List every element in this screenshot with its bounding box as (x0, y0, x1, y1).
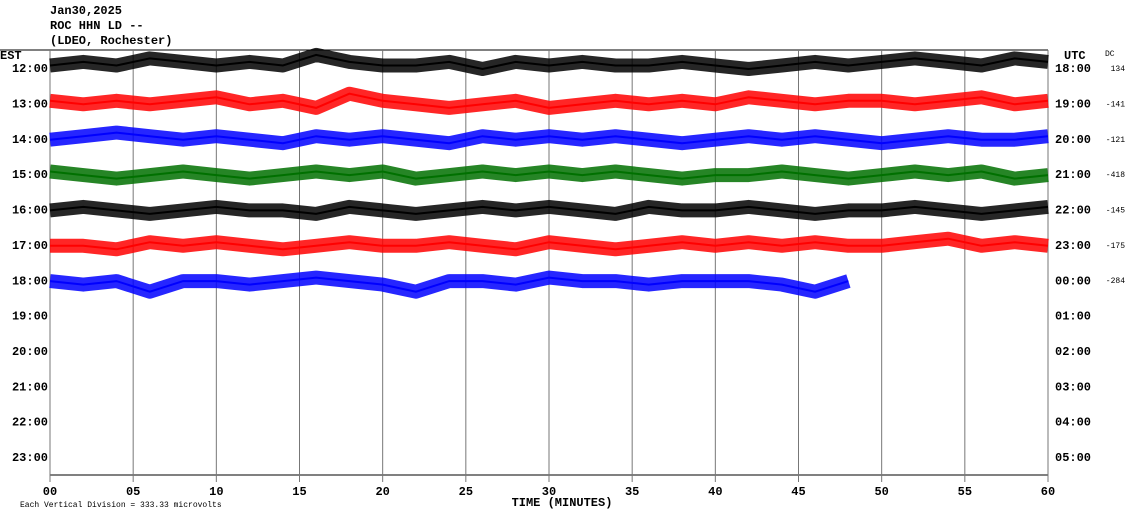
x-tick-label: 30 (542, 485, 556, 499)
x-tick-label: 40 (708, 485, 722, 499)
x-tick-label: 25 (459, 485, 473, 499)
dc-value: -141 (1106, 100, 1125, 109)
est-label: 23:00 (12, 451, 48, 465)
utc-label: 04:00 (1055, 416, 1091, 430)
x-tick-label: 20 (375, 485, 389, 499)
est-label: 14:00 (12, 133, 48, 147)
x-label: TIME (MINUTES) (512, 496, 613, 510)
trace-core (49, 276, 849, 293)
dc-value: -284 (1106, 277, 1125, 286)
est-label: 15:00 (12, 168, 48, 182)
dc-label: DC (1105, 50, 1115, 59)
x-tick-label: 50 (874, 485, 888, 499)
x-tick-label: 10 (209, 485, 223, 499)
x-tick-label: 00 (43, 485, 57, 499)
dc-value: 134 (1111, 65, 1126, 74)
utc-label: 03:00 (1055, 380, 1091, 394)
est-label: 16:00 (12, 204, 48, 218)
date: Jan30,2025 (50, 4, 122, 18)
x-tick-label: 15 (292, 485, 306, 499)
utc-label: 01:00 (1055, 310, 1091, 324)
x-tick-label: 60 (1041, 485, 1055, 499)
utc-label: 18:00 (1055, 62, 1091, 76)
utc-label: 23:00 (1055, 239, 1091, 253)
right-label: UTC (1064, 49, 1086, 63)
x-tick-label: 55 (958, 485, 972, 499)
dc-value: -121 (1106, 136, 1125, 145)
dc-value: -175 (1106, 242, 1125, 251)
est-label: 21:00 (12, 380, 48, 394)
est-label: 13:00 (12, 98, 48, 112)
left-label: EST (0, 49, 22, 63)
trace-core (49, 53, 1049, 71)
trace-core (49, 131, 1049, 145)
est-label: 20:00 (12, 345, 48, 359)
utc-label: 20:00 (1055, 133, 1091, 147)
est-label: 22:00 (12, 416, 48, 430)
est-label: 18:00 (12, 274, 48, 288)
utc-label: 00:00 (1055, 274, 1091, 288)
trace-core (49, 205, 1049, 215)
network: (LDEO, Rochester) (50, 34, 172, 48)
x-tick-label: 05 (126, 485, 140, 499)
utc-label: 19:00 (1055, 98, 1091, 112)
x-tick-label: 45 (791, 485, 805, 499)
utc-label: 21:00 (1055, 168, 1091, 182)
x-tick-label: 35 (625, 485, 639, 499)
est-label: 12:00 (12, 62, 48, 76)
trace-core (49, 170, 1049, 180)
est-label: 19:00 (12, 310, 48, 324)
dc-value: -145 (1106, 207, 1125, 216)
utc-label: 05:00 (1055, 451, 1091, 465)
est-label: 17:00 (12, 239, 48, 253)
trace-core (49, 92, 1049, 109)
footnote: Each Vertical Division = 333.33 microvol… (20, 501, 222, 510)
trace-core (50, 237, 1049, 251)
utc-label: 22:00 (1055, 204, 1091, 218)
station: ROC HHN LD -- (50, 19, 144, 33)
utc-label: 02:00 (1055, 345, 1091, 359)
dc-value: -418 (1106, 171, 1125, 180)
